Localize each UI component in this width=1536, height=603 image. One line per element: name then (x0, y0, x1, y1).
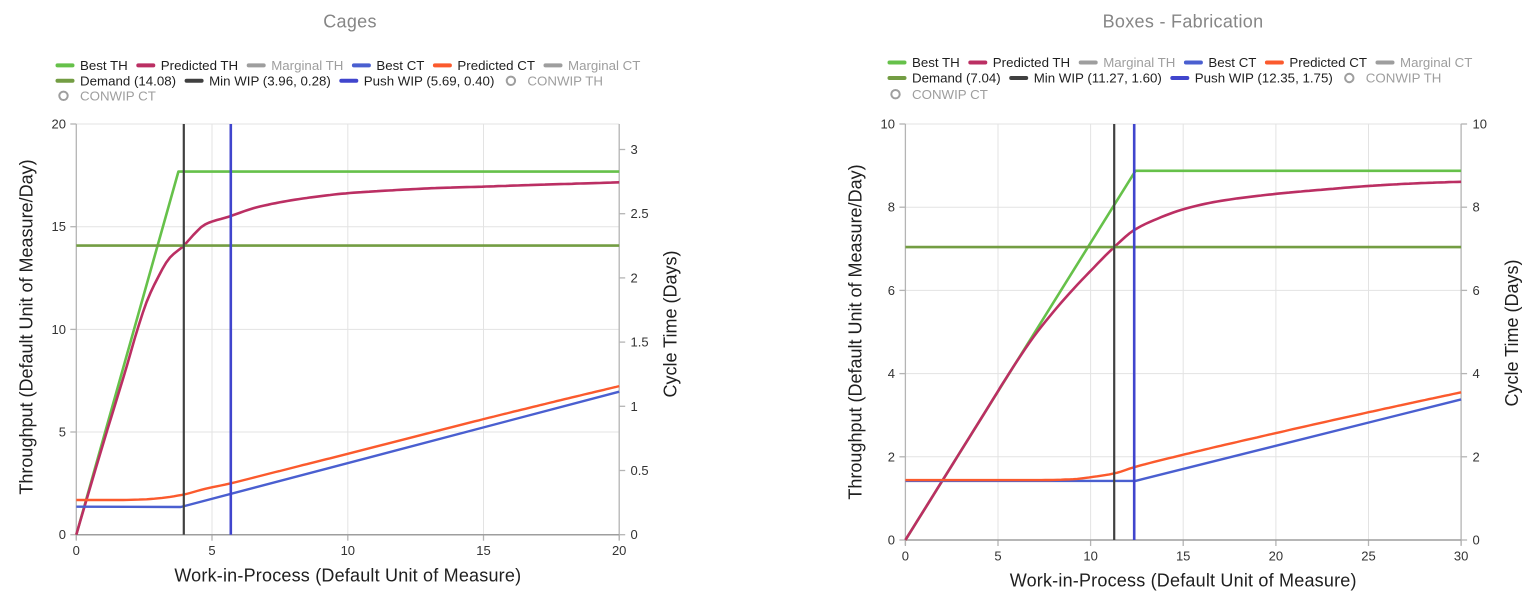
svg-text:CONWIP TH: CONWIP TH (527, 73, 603, 88)
svg-text:Boxes - Fabrication: Boxes - Fabrication (1103, 12, 1264, 32)
svg-text:1.5: 1.5 (631, 335, 649, 350)
svg-text:Predicted TH: Predicted TH (993, 55, 1070, 70)
svg-text:10: 10 (52, 322, 66, 337)
svg-text:10: 10 (881, 117, 895, 132)
svg-text:15: 15 (1176, 549, 1190, 564)
svg-text:0: 0 (902, 549, 909, 564)
svg-text:15: 15 (476, 543, 490, 558)
svg-text:Marginal CT: Marginal CT (568, 58, 640, 73)
svg-text:10: 10 (341, 543, 355, 558)
svg-text:Predicted TH: Predicted TH (161, 58, 238, 73)
svg-text:0: 0 (59, 527, 66, 542)
svg-text:2.5: 2.5 (631, 206, 649, 221)
svg-text:Best TH: Best TH (912, 55, 960, 70)
svg-text:2: 2 (1473, 449, 1480, 464)
svg-text:5: 5 (208, 543, 215, 558)
svg-text:Best TH: Best TH (80, 58, 128, 73)
svg-text:6: 6 (1473, 283, 1480, 298)
svg-text:CONWIP CT: CONWIP CT (80, 88, 156, 103)
svg-text:8: 8 (888, 200, 895, 215)
svg-text:Marginal CT: Marginal CT (1400, 55, 1472, 70)
svg-text:20: 20 (1269, 549, 1283, 564)
svg-text:5: 5 (994, 549, 1001, 564)
svg-text:CONWIP TH: CONWIP TH (1366, 71, 1442, 86)
svg-text:Work-in-Process (Default Unit: Work-in-Process (Default Unit of Measure… (174, 566, 521, 586)
svg-text:Predicted CT: Predicted CT (1289, 55, 1367, 70)
svg-text:Marginal TH: Marginal TH (271, 58, 343, 73)
svg-text:2: 2 (631, 270, 638, 285)
svg-text:Marginal TH: Marginal TH (1103, 55, 1175, 70)
svg-text:Work-in-Process (Default Unit: Work-in-Process (Default Unit of Measure… (1010, 571, 1357, 591)
svg-text:30: 30 (1454, 549, 1468, 564)
svg-text:20: 20 (52, 117, 66, 132)
svg-text:Demand (7.04): Demand (7.04) (912, 71, 1001, 86)
svg-text:Throughput (Default Unit of Me: Throughput (Default Unit of Measure/Day) (846, 164, 866, 499)
svg-text:Demand (14.08): Demand (14.08) (80, 73, 176, 88)
svg-text:2: 2 (888, 449, 895, 464)
svg-text:0: 0 (73, 543, 80, 558)
svg-text:0: 0 (1473, 533, 1480, 548)
svg-text:5: 5 (59, 425, 66, 440)
svg-text:20: 20 (612, 543, 626, 558)
svg-text:0: 0 (888, 533, 895, 548)
svg-text:Cages: Cages (323, 12, 377, 32)
svg-text:15: 15 (52, 219, 66, 234)
svg-text:10: 10 (1473, 117, 1487, 132)
svg-text:0: 0 (631, 527, 638, 542)
svg-text:3: 3 (631, 142, 638, 157)
svg-text:Best CT: Best CT (1208, 55, 1256, 70)
svg-text:Best CT: Best CT (376, 58, 424, 73)
svg-text:Min WIP (3.96, 0.28): Min WIP (3.96, 0.28) (209, 73, 331, 88)
svg-text:CONWIP CT: CONWIP CT (912, 87, 988, 102)
svg-text:Throughput (Default Unit of Me: Throughput (Default Unit of Measure/Day) (17, 159, 37, 494)
svg-text:10: 10 (1083, 549, 1097, 564)
svg-text:Min WIP (11.27, 1.60): Min WIP (11.27, 1.60) (1034, 71, 1162, 86)
svg-text:Cycle Time (Days): Cycle Time (Days) (661, 250, 681, 397)
svg-text:0.5: 0.5 (631, 463, 649, 478)
svg-text:Push WIP (5.69, 0.40): Push WIP (5.69, 0.40) (364, 73, 495, 88)
svg-text:4: 4 (888, 366, 895, 381)
svg-text:25: 25 (1361, 549, 1375, 564)
svg-text:4: 4 (1473, 366, 1480, 381)
svg-text:Push WIP (12.35, 1.75): Push WIP (12.35, 1.75) (1195, 71, 1333, 86)
svg-text:1: 1 (631, 399, 638, 414)
svg-text:6: 6 (888, 283, 895, 298)
svg-text:Cycle Time (Days): Cycle Time (Days) (1502, 259, 1522, 406)
svg-text:Predicted CT: Predicted CT (457, 58, 535, 73)
svg-text:8: 8 (1473, 200, 1480, 215)
